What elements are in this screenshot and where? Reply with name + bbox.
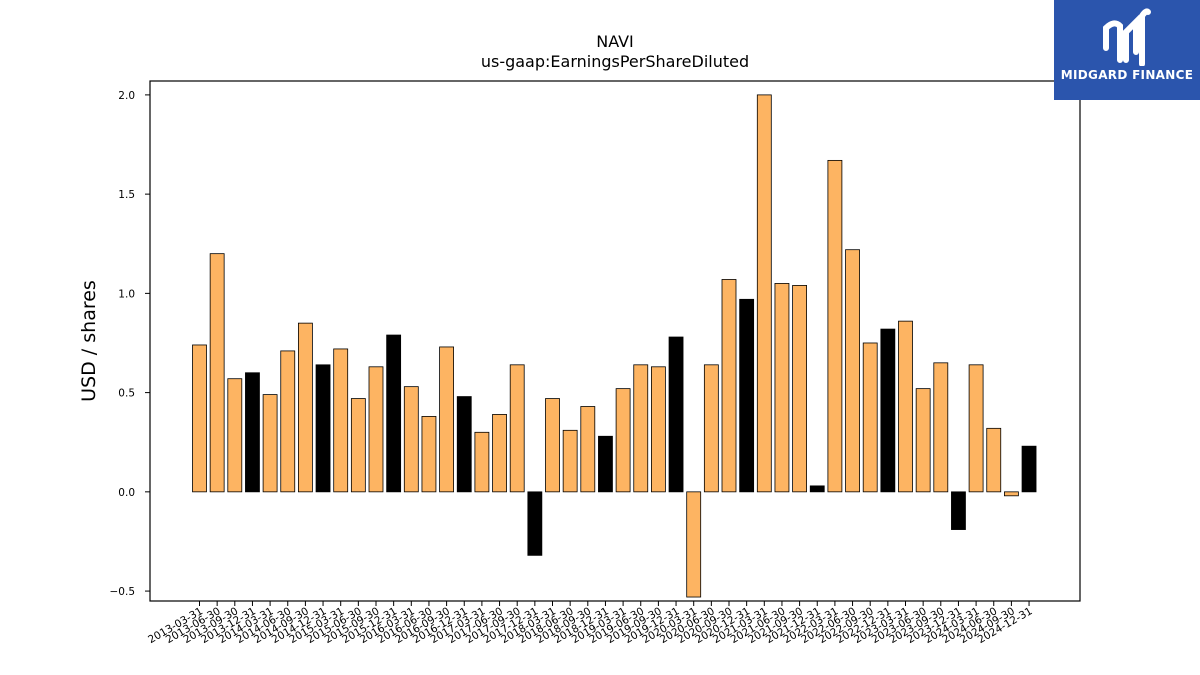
- brand-name: MIDGARD FINANCE: [1060, 68, 1194, 82]
- y-tick-label: 1.0: [118, 288, 135, 300]
- bar: [350, 398, 366, 493]
- bar: [651, 366, 666, 493]
- bar: [633, 364, 649, 493]
- midgard-logo-icon: [1103, 8, 1151, 66]
- bar: [792, 285, 807, 493]
- bar: [297, 322, 313, 493]
- y-tick-label: 0.0: [118, 487, 135, 499]
- bar: [492, 414, 507, 493]
- bar: [721, 279, 737, 493]
- bar: [245, 372, 260, 493]
- bar: [703, 364, 719, 493]
- bar: [421, 416, 437, 493]
- bar: [580, 406, 596, 493]
- bar: [315, 364, 331, 493]
- bar: [615, 388, 631, 493]
- chart-title-block: NAVI us-gaap:EarningsPerShareDiluted: [150, 32, 1080, 72]
- bar: [474, 431, 490, 493]
- brand-logo: MIDGARD FINANCE: [1054, 0, 1200, 100]
- bar: [739, 298, 755, 493]
- bar: [598, 435, 613, 493]
- bar: [862, 342, 878, 493]
- bar: [951, 491, 966, 530]
- chart-title: NAVI: [596, 32, 634, 51]
- bar: [368, 366, 384, 493]
- bar: [227, 378, 243, 493]
- bar: [1004, 491, 1019, 497]
- bar: [439, 346, 455, 493]
- bar: [686, 491, 702, 598]
- bar: [933, 362, 949, 493]
- y-tick-label: −0.5: [110, 586, 136, 598]
- x-axis: 2013-03-312013-06-302013-09-302013-12-31…: [146, 601, 1035, 646]
- y-tick-label: 2.0: [118, 90, 135, 102]
- bar: [756, 94, 772, 493]
- bar: [403, 386, 419, 493]
- plot-frame: [149, 80, 1081, 602]
- y-tick-label: 1.5: [118, 189, 135, 201]
- bar: [898, 320, 913, 493]
- y-tick-label: 0.5: [118, 388, 135, 400]
- bar: [809, 485, 825, 493]
- bar: [527, 491, 543, 556]
- bar: [545, 398, 560, 493]
- bar: [262, 394, 278, 493]
- bar: [1021, 445, 1037, 493]
- bar: [668, 336, 684, 493]
- bar: [562, 429, 578, 493]
- bar: [845, 249, 860, 493]
- y-axis: −0.5 0.0 0.5 1.0 1.5 2.0: [110, 90, 150, 598]
- bar: [986, 427, 1002, 493]
- bar: [880, 328, 896, 493]
- bar: [827, 159, 843, 493]
- bar: [333, 348, 349, 493]
- bar: [456, 396, 472, 493]
- bar: [509, 364, 525, 493]
- y-axis-label: USD / shares: [78, 280, 100, 402]
- bar: [280, 350, 296, 493]
- bars-group: [192, 94, 1037, 598]
- bar: [968, 364, 984, 493]
- bar: [386, 334, 402, 493]
- bar: [774, 283, 790, 493]
- bar: [209, 253, 225, 493]
- bar: [915, 388, 931, 493]
- bar: [192, 344, 207, 493]
- chart-subtitle: us-gaap:EarningsPerShareDiluted: [480, 52, 750, 71]
